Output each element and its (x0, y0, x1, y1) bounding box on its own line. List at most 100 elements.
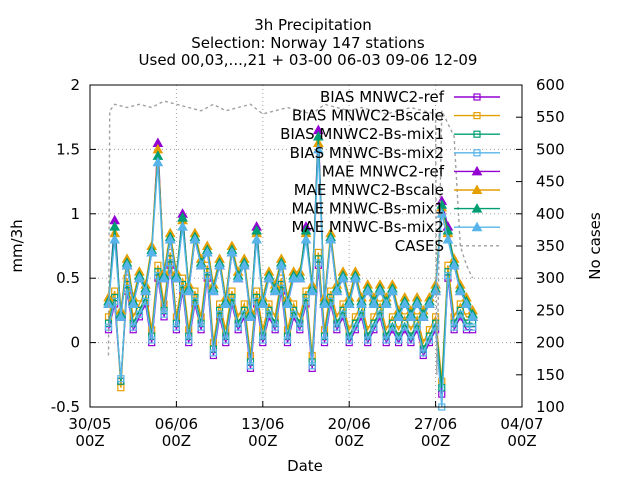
legend-marker (473, 111, 481, 120)
data-point (177, 221, 188, 231)
data-point (454, 285, 466, 296)
data-point (141, 297, 150, 305)
data-point (154, 268, 162, 276)
data-point (424, 298, 435, 308)
data-point (189, 234, 201, 244)
legend-marker (471, 221, 483, 232)
data-point (351, 323, 359, 331)
legend-item: MAE MNWC-Bs-mix1 (291, 200, 500, 218)
legend-marker (471, 203, 483, 213)
data-point (356, 298, 367, 308)
data-point (357, 310, 366, 318)
data-point (448, 259, 460, 270)
data-point (245, 311, 256, 321)
y-tick-label: -0.5 (51, 398, 80, 416)
data-point (467, 311, 478, 321)
data-point (146, 246, 158, 257)
legend-label: BIAS MNWC2-ref (320, 88, 445, 106)
legend-item: BIAS MNWC2-Bscale (292, 107, 500, 125)
data-point (308, 362, 316, 370)
data-point (253, 293, 261, 302)
data-point (368, 298, 380, 308)
data-point (134, 272, 145, 283)
data-point (314, 255, 322, 263)
legend-item: CASES (395, 237, 500, 255)
data-point (220, 298, 232, 308)
data-point (388, 323, 396, 331)
legend-item: MAE MNWC2-ref (322, 162, 500, 180)
y-tick-label: 0.5 (56, 269, 80, 287)
data-point (331, 285, 343, 296)
data-point (362, 285, 374, 296)
legend-marker (473, 93, 481, 101)
title-line-3: Used 00,03,...,21 + 03-00 06-03 09-06 12… (139, 51, 478, 69)
x-tick-label: 20/06 (328, 415, 371, 433)
data-point (228, 293, 236, 302)
data-point (208, 285, 219, 296)
y2-tick-label: 150 (536, 366, 565, 384)
data-point (265, 310, 273, 318)
data-point (183, 285, 195, 296)
data-point (234, 323, 242, 331)
data-point (195, 259, 207, 270)
data-point (411, 298, 423, 308)
title-line-2: Selection: Norway 147 stations (191, 34, 425, 52)
y2-tick-label: 550 (536, 108, 565, 126)
data-point (399, 298, 411, 308)
data-point (251, 234, 262, 244)
y2-tick-label: 350 (536, 237, 565, 255)
plot-border (89, 84, 523, 408)
y2-tick-label: 250 (536, 301, 565, 319)
legend-item: MAE MNWC2-Bscale (294, 181, 500, 199)
data-point (364, 336, 372, 344)
data-point (191, 297, 199, 305)
data-point (325, 234, 337, 244)
tick-labels: -0.5 0 0.5 1 1.5 2 100 150 200 250 300 350 400 450 500… (51, 76, 565, 450)
legend-label: BIAS MNWC-Bs-mix2 (290, 144, 444, 162)
data-point (271, 323, 279, 331)
data-point (214, 259, 225, 270)
data-point (246, 362, 255, 370)
data-point (401, 323, 409, 331)
data-point (109, 234, 121, 244)
data-point (275, 259, 287, 270)
data-point (121, 259, 133, 270)
data-point (394, 336, 403, 344)
data-point (158, 272, 170, 283)
data-point (222, 336, 230, 344)
data-point (152, 156, 164, 167)
data-point (140, 285, 151, 296)
x-tick-sublabel: 00Z (421, 432, 450, 450)
series-layer (103, 100, 478, 411)
legend-item: MAE MNWC-Bs-mix2 (291, 218, 500, 236)
data-point (135, 310, 143, 318)
data-point (327, 293, 335, 302)
data-point (259, 336, 267, 344)
data-point (209, 349, 218, 357)
data-point (456, 310, 464, 318)
y-axis-label: mm/3h (8, 219, 26, 272)
data-point (197, 323, 205, 331)
data-point (300, 234, 312, 244)
legend-marker (473, 149, 481, 157)
data-point (282, 298, 293, 308)
data-point (444, 268, 452, 276)
x-tick-sublabel: 00Z (162, 432, 191, 450)
data-point (117, 375, 125, 383)
data-point (111, 293, 119, 302)
data-point (370, 323, 378, 331)
data-point (425, 336, 434, 344)
data-point (419, 349, 427, 357)
data-point (337, 272, 349, 283)
y2-tick-label: 400 (536, 205, 565, 223)
data-point (127, 298, 139, 308)
data-point (339, 310, 347, 318)
x-axis-label: Date (287, 457, 323, 475)
x-tick-sublabel: 00Z (75, 432, 104, 450)
data-point (257, 298, 269, 308)
data-point (312, 131, 324, 141)
data-point (376, 310, 384, 318)
data-point (319, 298, 330, 308)
